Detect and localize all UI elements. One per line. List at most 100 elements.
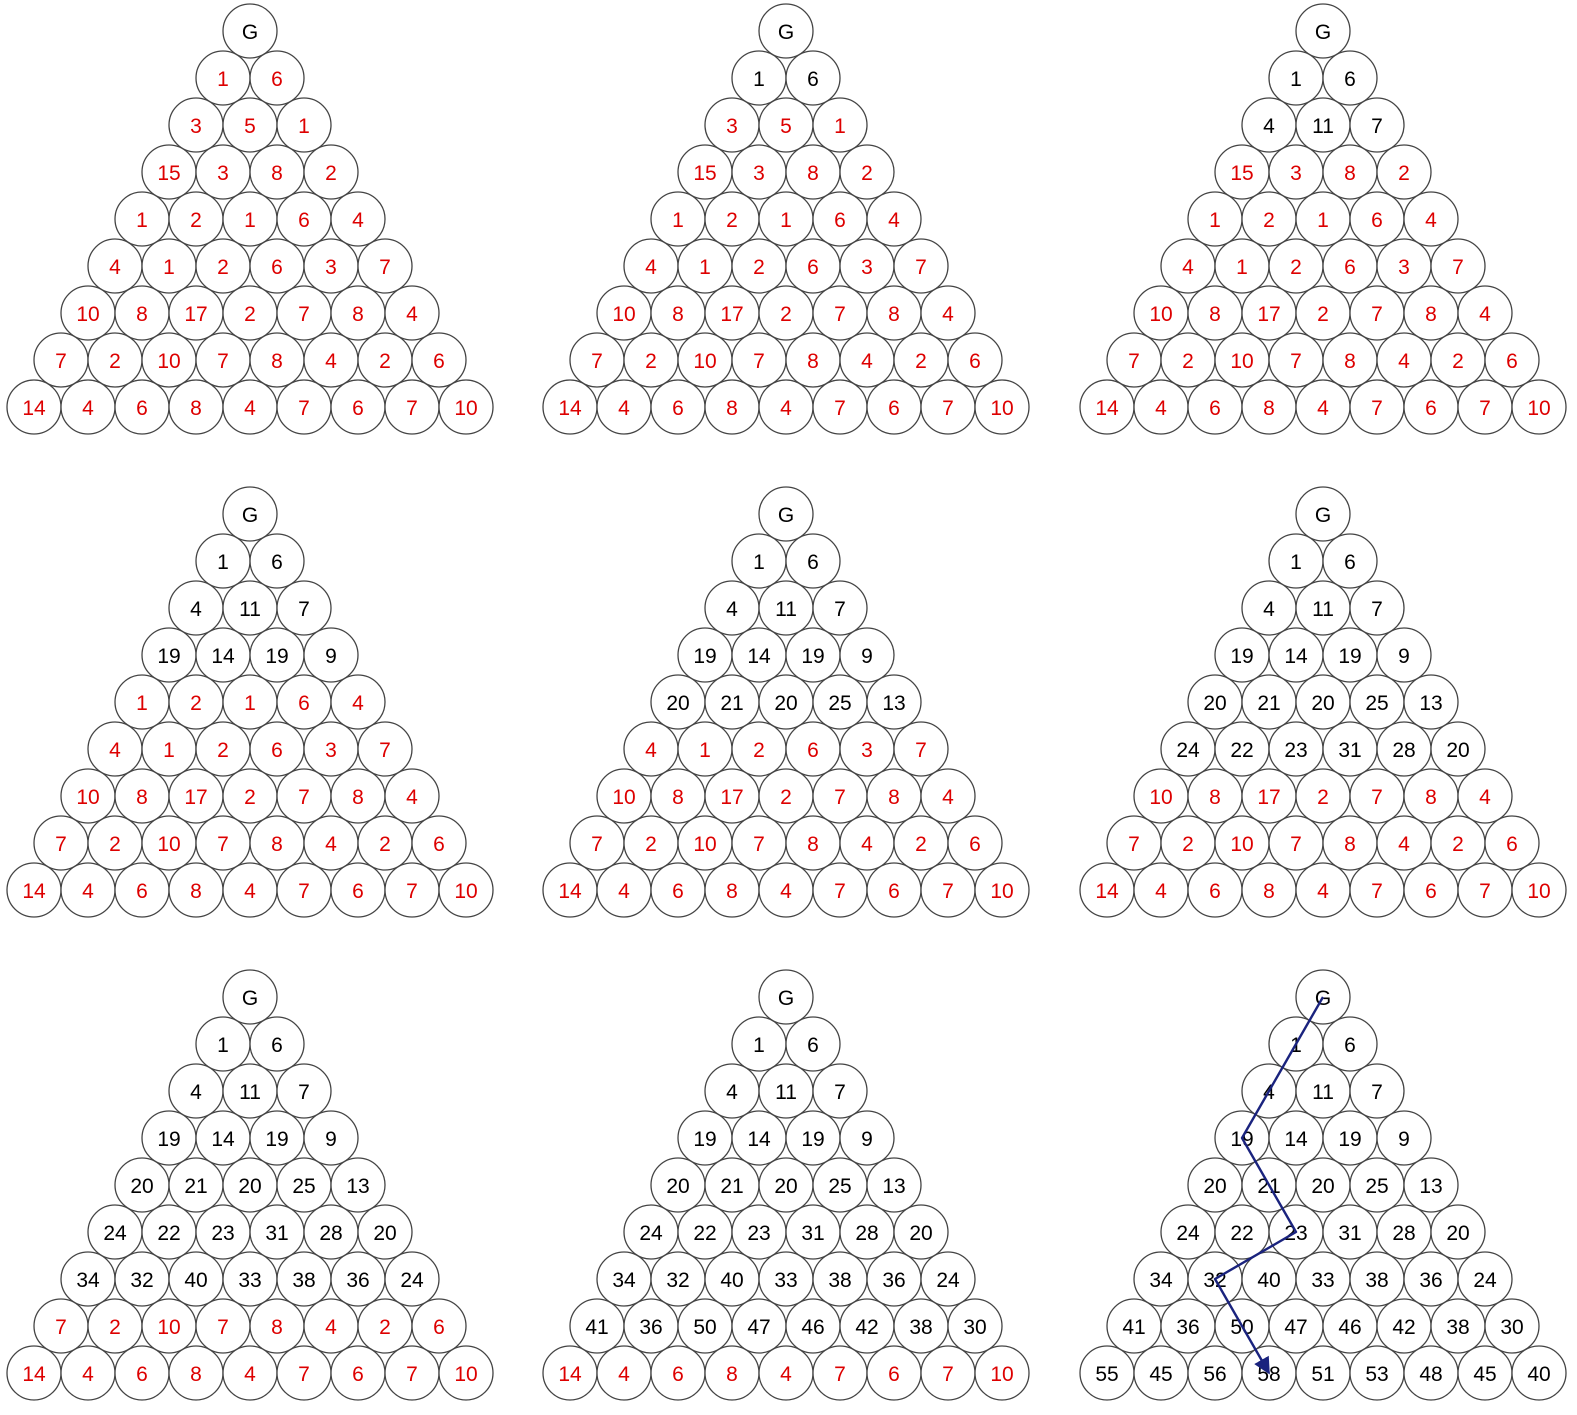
original-node: 2 (1268, 238, 1324, 294)
original-node: 2 (1376, 144, 1432, 200)
node-value: 36 (346, 1269, 369, 1292)
computed-node: 33 (758, 1251, 814, 1307)
node-circle (974, 379, 1030, 435)
computed-node: 14 (195, 627, 251, 683)
node-value: 2 (1182, 350, 1194, 373)
computed-node: 47 (1268, 1298, 1324, 1354)
computed-node: 11 (758, 1063, 814, 1119)
node-circle (1484, 332, 1540, 388)
original-node: 8 (168, 379, 224, 435)
original-node: 6 (114, 1345, 170, 1401)
original-node: 7 (1349, 862, 1405, 918)
node-value: 55 (1095, 1363, 1118, 1386)
node-circle (1511, 379, 1567, 435)
node-value: 40 (1257, 1269, 1280, 1292)
original-node: 6 (1187, 379, 1243, 435)
computed-node: 6 (785, 533, 841, 589)
node-value: 7 (298, 786, 310, 809)
original-node: 8 (1322, 815, 1378, 871)
start-label: G (1315, 21, 1331, 44)
node-value: 7 (1371, 880, 1383, 903)
original-node: 6 (866, 379, 922, 435)
node-value: 2 (109, 833, 121, 856)
computed-node: 22 (1214, 1204, 1270, 1260)
computed-node: 11 (222, 1063, 278, 1119)
node-value: 4 (618, 880, 630, 903)
original-node: 2 (87, 815, 143, 871)
node-value: 8 (726, 1363, 738, 1386)
computed-node: 28 (1376, 1204, 1432, 1260)
computed-node: 19 (1214, 627, 1270, 683)
node-value: 19 (1230, 645, 1253, 668)
computed-node: 24 (1160, 721, 1216, 777)
computed-node: 48 (1403, 1345, 1459, 1401)
computed-node: 6 (249, 1016, 305, 1072)
node-value: 2 (1263, 209, 1275, 232)
original-node: 7 (1349, 285, 1405, 341)
original-node: 7 (384, 1345, 440, 1401)
original-node: 14 (1079, 379, 1135, 435)
node-value: 10 (1230, 350, 1253, 373)
original-node: 17 (704, 768, 760, 824)
node-value: 4 (244, 397, 256, 420)
computed-node: 20 (650, 1157, 706, 1213)
node-value: 3 (1290, 162, 1302, 185)
original-node: 8 (704, 379, 760, 435)
node-value: 14 (747, 1128, 771, 1151)
computed-node: 24 (1457, 1251, 1513, 1307)
node-circle (866, 1157, 922, 1213)
original-node: 4 (596, 862, 652, 918)
start-node: G (222, 3, 278, 59)
node-value: 8 (726, 880, 738, 903)
original-node: 4 (303, 1298, 359, 1354)
node-circle (411, 815, 467, 871)
node-circle (785, 50, 841, 106)
node-circle (785, 533, 841, 589)
node-value: 4 (190, 1081, 202, 1104)
computed-node: 1 (731, 533, 787, 589)
computed-node: 4 (168, 1063, 224, 1119)
original-node: 7 (569, 332, 625, 388)
start-label: G (778, 987, 794, 1010)
node-value: 3 (753, 162, 765, 185)
node-value: 2 (190, 692, 202, 715)
computed-node: 42 (839, 1298, 895, 1354)
node-value: 20 (1203, 692, 1226, 715)
original-node: 4 (596, 379, 652, 435)
node-value: 1 (136, 692, 148, 715)
original-node: 8 (1322, 144, 1378, 200)
computed-node: 20 (114, 1157, 170, 1213)
node-value: 1 (163, 256, 175, 279)
original-node: 10 (60, 285, 116, 341)
computed-node: 23 (1268, 721, 1324, 777)
original-node: 7 (731, 815, 787, 871)
computed-node: 30 (1484, 1298, 1540, 1354)
node-value: 7 (298, 397, 310, 420)
node-value: 24 (103, 1222, 127, 1245)
start-node: G (1295, 486, 1351, 542)
original-node: 7 (1430, 238, 1486, 294)
node-value: 4 (406, 786, 418, 809)
node-value: 10 (454, 880, 477, 903)
original-node: 8 (1187, 285, 1243, 341)
pyramid-panel-3: G 1 6 4 11 7 15 3 8 2 1 2 1 6 4 4 1 2 6 3 7 10 8 17 2 7 8 4 7 2 10 7 8 4 2… (1079, 3, 1567, 435)
node-circle (1484, 815, 1540, 871)
node-value: 7 (834, 1081, 846, 1104)
node-value: 38 (1446, 1316, 1469, 1339)
original-node: 10 (438, 862, 494, 918)
node-value: 11 (239, 1081, 261, 1104)
node-value: 4 (82, 880, 94, 903)
original-node: 4 (623, 721, 679, 777)
original-node: 8 (114, 768, 170, 824)
node-value: 4 (861, 833, 873, 856)
computed-node: 9 (839, 627, 895, 683)
node-value: 7 (298, 598, 310, 621)
original-node: 4 (839, 332, 895, 388)
node-value: 6 (1344, 1034, 1356, 1057)
node-value: 1 (1236, 256, 1248, 279)
start-label: G (242, 21, 258, 44)
node-circle (839, 144, 895, 200)
node-value: 7 (55, 833, 67, 856)
computed-node: 45 (1133, 1345, 1189, 1401)
